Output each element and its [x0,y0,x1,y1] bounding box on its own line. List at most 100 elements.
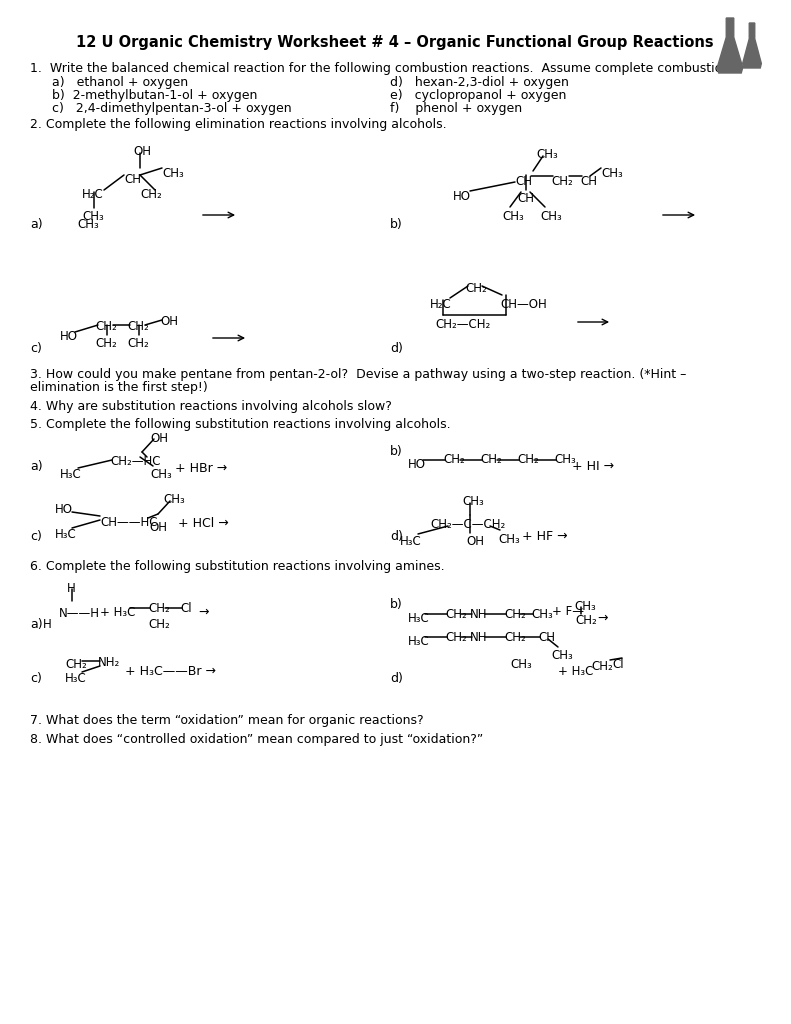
Text: CH₂: CH₂ [148,618,170,631]
Text: b): b) [390,445,403,458]
Text: CH₂: CH₂ [65,658,87,671]
Text: + HCl →: + HCl → [178,517,229,530]
Text: CH₃: CH₃ [574,600,596,613]
Text: CH: CH [124,173,141,186]
Text: Cl: Cl [180,602,191,615]
Text: 3. How could you make pentane from pentan-2-ol?  Devise a pathway using a two-st: 3. How could you make pentane from penta… [30,368,687,381]
Text: b)  2-methylbutan-1-ol + oxygen: b) 2-methylbutan-1-ol + oxygen [52,89,257,102]
Text: OH: OH [133,145,151,158]
Text: H₂C: H₂C [82,188,104,201]
Text: CH₂: CH₂ [148,602,170,615]
Text: b): b) [390,218,403,231]
Text: H₂C: H₂C [430,298,452,311]
Text: OH: OH [149,521,167,534]
Text: d): d) [390,530,403,543]
Text: 7. What does the term “oxidation” mean for organic reactions?: 7. What does the term “oxidation” mean f… [30,714,424,727]
Text: 4. Why are substitution reactions involving alcohols slow?: 4. Why are substitution reactions involv… [30,400,392,413]
Text: →: → [597,612,607,625]
Text: CH₂: CH₂ [140,188,161,201]
Text: CH₂—HC: CH₂—HC [110,455,161,468]
Text: CH₂: CH₂ [517,453,539,466]
Text: HO: HO [55,503,73,516]
Text: CH₃: CH₃ [162,167,184,180]
Text: d)   hexan-2,3-diol + oxygen: d) hexan-2,3-diol + oxygen [390,76,569,89]
Text: CH₃: CH₃ [510,658,532,671]
Text: OH: OH [160,315,178,328]
Text: NH₂: NH₂ [98,656,120,669]
Text: CH: CH [517,193,534,205]
Text: 8. What does “controlled oxidation” mean compared to just “oxidation?”: 8. What does “controlled oxidation” mean… [30,733,483,746]
Text: e)   cyclopropanol + oxygen: e) cyclopropanol + oxygen [390,89,566,102]
Text: a): a) [30,460,43,473]
Text: N——H: N——H [59,607,100,620]
Text: b): b) [390,598,403,611]
Text: CH₃: CH₃ [551,649,573,662]
Text: elimination is the first step!): elimination is the first step!) [30,381,208,394]
Text: a): a) [30,218,43,231]
Text: + HI →: + HI → [572,460,614,473]
Text: CH₂: CH₂ [443,453,465,466]
Text: CH: CH [515,175,532,188]
Text: H₃C: H₃C [55,528,77,541]
Text: CH₂: CH₂ [591,660,613,673]
Text: NH: NH [470,631,487,644]
Text: CH₂—C—CH₂: CH₂—C—CH₂ [430,518,505,531]
Text: CH₂: CH₂ [445,631,467,644]
Text: d): d) [390,672,403,685]
Text: CH₃: CH₃ [462,495,484,508]
Text: a)   ethanol + oxygen: a) ethanol + oxygen [52,76,188,89]
Text: CH₂: CH₂ [575,614,596,627]
Text: CH₃: CH₃ [163,493,185,506]
Text: CH₃: CH₃ [554,453,576,466]
Text: CH₂: CH₂ [504,608,526,621]
Text: H₃C: H₃C [60,468,81,481]
Text: c): c) [30,342,42,355]
Text: CH₂—CH₂: CH₂—CH₂ [435,318,490,331]
Text: + H₃C: + H₃C [558,665,593,678]
Text: 5. Complete the following substitution reactions involving alcohols.: 5. Complete the following substitution r… [30,418,451,431]
Text: H₃C: H₃C [400,535,422,548]
Text: CH₃: CH₃ [601,167,623,180]
Text: H₃C: H₃C [408,635,430,648]
Text: CH——HC: CH——HC [100,516,157,529]
Text: CH₃: CH₃ [77,218,99,231]
Text: CH₂: CH₂ [504,631,526,644]
Text: CH₂: CH₂ [480,453,501,466]
Text: H: H [43,618,51,631]
Text: CH₃: CH₃ [531,608,553,621]
Polygon shape [743,23,762,68]
Text: c): c) [30,530,42,543]
Text: H₃C: H₃C [408,612,430,625]
Text: CH₂: CH₂ [465,282,486,295]
Text: H: H [67,582,76,595]
Text: CH₃: CH₃ [540,210,562,223]
Text: + H₃C: + H₃C [100,606,135,618]
Text: HO: HO [408,458,426,471]
Text: 6. Complete the following substitution reactions involving amines.: 6. Complete the following substitution r… [30,560,445,573]
Text: CH—OH: CH—OH [500,298,547,311]
Text: 1.  Write the balanced chemical reaction for the following combustion reactions.: 1. Write the balanced chemical reaction … [30,62,734,75]
Text: HO: HO [60,330,78,343]
Text: d): d) [390,342,403,355]
Text: H₃C: H₃C [65,672,87,685]
Text: CH₃: CH₃ [150,468,172,481]
Text: + F—: + F— [552,605,584,618]
Text: CH₂: CH₂ [127,337,149,350]
Text: f)    phenol + oxygen: f) phenol + oxygen [390,102,522,115]
Text: CH₃: CH₃ [536,148,558,161]
Text: CH₂: CH₂ [95,337,117,350]
Text: CH₂: CH₂ [95,319,117,333]
Polygon shape [717,18,743,73]
Text: CH₃: CH₃ [82,210,104,223]
Text: CH₂: CH₂ [551,175,573,188]
Text: CH₂: CH₂ [127,319,149,333]
Text: c): c) [30,672,42,685]
Text: OH: OH [150,432,168,445]
Text: + H₃C——Br →: + H₃C——Br → [125,665,216,678]
Text: c)   2,4-dimethylpentan-3-ol + oxygen: c) 2,4-dimethylpentan-3-ol + oxygen [52,102,292,115]
Text: + HBr →: + HBr → [175,462,227,475]
Text: 12 U Organic Chemistry Worksheet # 4 – Organic Functional Group Reactions: 12 U Organic Chemistry Worksheet # 4 – O… [76,36,713,50]
Text: CH: CH [580,175,597,188]
Text: CH₂: CH₂ [445,608,467,621]
Text: + HF →: + HF → [522,530,568,543]
